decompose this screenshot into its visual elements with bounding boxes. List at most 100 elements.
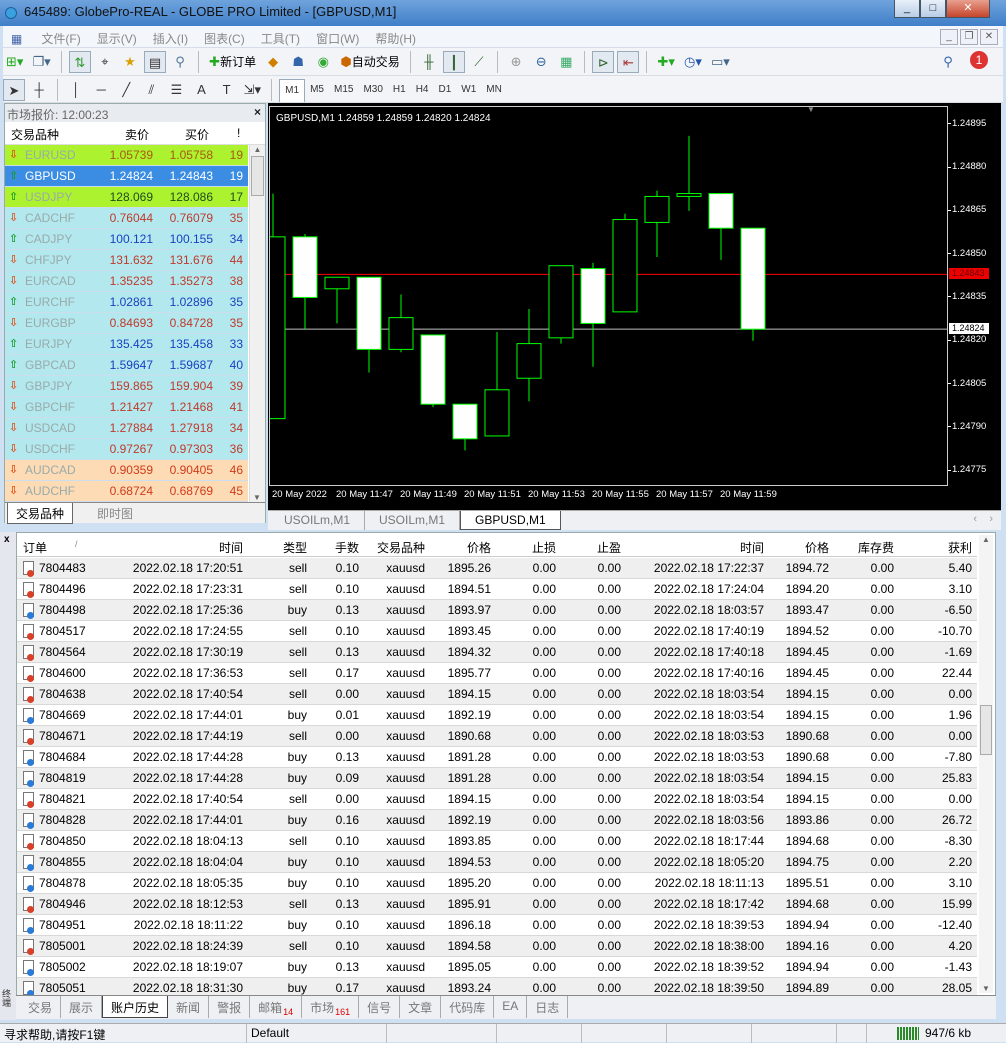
chart-shift-marker-icon[interactable]: ▼ [807,105,815,114]
arrows-icon[interactable]: ⇲▾ [243,82,262,97]
period-w1[interactable]: W1 [461,84,477,95]
new-chart-icon[interactable]: ⊞▾ [6,54,24,69]
terminal-close-icon[interactable]: x [4,534,10,545]
strategy-tester-icon[interactable]: ⚲ [175,54,185,69]
terminal-tab[interactable]: EA [494,996,528,1018]
history-row[interactable]: 7805002 2022.02.18 18:19:07 buy 0.13 xauusd 1… [17,957,977,978]
scroll-left-icon[interactable]: ‹ [973,513,977,525]
period-h4[interactable]: H4 [415,84,429,95]
mdi-restore-button[interactable]: ❐ [960,29,978,45]
period-m5[interactable]: M5 [310,84,324,95]
history-row[interactable]: 7804483 2022.02.18 17:20:51 sell 0.10 xauusd… [17,558,977,579]
history-row[interactable]: 7804638 2022.02.18 17:40:54 sell 0.00 xauusd… [17,684,977,705]
history-row[interactable]: 7804496 2022.02.18 17:23:31 sell 0.10 xauusd… [17,579,977,600]
column-close-time[interactable]: 时间 [739,541,764,555]
scroll-right-icon[interactable]: › [989,513,993,525]
chart-shift-icon[interactable]: ⇤ [617,51,640,73]
column-tp[interactable]: 止盈 [596,541,621,555]
market-watch-row[interactable]: ⇧ GBPCAD 1.59647 1.59687 40 [5,355,248,376]
mdi-chart-icon[interactable]: ▦ [11,32,23,46]
column-type[interactable]: 类型 [282,541,307,555]
column-order[interactable]: 订单 [23,541,48,555]
tile-windows-icon[interactable]: ▦ [560,54,573,69]
signals-icon[interactable]: ☗ [292,54,305,69]
column-symbol[interactable]: 交易品种 [11,128,60,142]
menu-item-2[interactable]: 插入(I) [152,32,189,46]
history-row[interactable]: 7804819 2022.02.18 17:44:28 buy 0.09 xauusd 1… [17,768,977,789]
terminal-tab[interactable]: 交易 [20,996,62,1018]
column-profit[interactable]: 获利 [947,541,972,555]
market-watch-row[interactable]: ⇧ CADJPY 100.121 100.155 34 [5,229,248,250]
column-bid[interactable]: 卖价 [125,128,150,142]
history-row[interactable]: 7804855 2022.02.18 18:04:04 buy 0.10 xauusd 1… [17,852,977,873]
period-h1[interactable]: H1 [392,84,406,95]
column-symbol[interactable]: 交易品种 [376,541,425,555]
notification-badge[interactable]: 1 [970,51,988,69]
history-row[interactable]: 7804878 2022.02.18 18:05:35 buy 0.10 xauusd 1… [17,873,977,894]
navigator-icon[interactable]: ★ [124,54,136,69]
menu-item-5[interactable]: 窗口(W) [316,32,360,46]
column-lots[interactable]: 手数 [334,541,359,555]
terminal-tab[interactable]: 警报 [209,996,251,1018]
column-ask[interactable]: 买价 [185,128,210,142]
terminal-icon[interactable]: ▤ [143,51,166,73]
market-watch-row[interactable]: ⇩ USDCHF 0.97267 0.97303 36 [5,439,248,460]
menu-item-6[interactable]: 帮助(H) [375,32,417,46]
history-row[interactable]: 7804669 2022.02.18 17:44:01 buy 0.01 xauusd 1… [17,705,977,726]
horizontal-line-icon[interactable]: ─ [96,82,106,97]
market-watch-row[interactable]: ⇧ EURCHF 1.02861 1.02896 35 [5,292,248,313]
chart-tab[interactable]: USOILm,M1 [365,511,461,530]
market-watch-icon[interactable]: ⇅ [68,51,91,73]
chart-tab[interactable]: USOILm,M1 [270,511,366,530]
terminal-tab[interactable]: 市场161 [302,996,360,1018]
tab-symbols[interactable]: 交易品种 [7,503,74,524]
history-row[interactable]: 7804951 2022.02.18 18:11:22 buy 0.10 xauusd 1… [17,915,977,936]
periods-icon[interactable]: ◷▾ [684,54,702,69]
market-icon[interactable]: ◉ [317,54,329,69]
market-watch-row[interactable]: ⇩ USDCAD 1.27884 1.27918 34 [5,418,248,439]
profiles-icon[interactable]: ❐▾ [32,54,51,69]
bar-chart-icon[interactable]: ╫ [424,54,434,69]
close-icon[interactable]: × [253,105,261,119]
metaeditor-icon[interactable]: ◆ [268,54,279,69]
terminal-tab[interactable]: 文章 [400,996,442,1018]
maximize-button[interactable]: □ [920,0,946,18]
terminal-tab[interactable]: 账户历史 [102,996,169,1018]
history-row[interactable]: 7804684 2022.02.18 17:44:28 buy 0.13 xauusd 1… [17,747,977,768]
terminal-tab[interactable]: 新闻 [168,996,210,1018]
text-icon[interactable]: A [197,82,206,97]
menu-item-3[interactable]: 图表(C) [204,32,245,46]
text-label-icon[interactable]: T [222,82,231,97]
terminal-tab[interactable]: 日志 [527,996,569,1018]
history-row[interactable]: 7804600 2022.02.18 17:36:53 sell 0.17 xauusd… [17,663,977,684]
market-watch-row[interactable]: ⇩ CADCHF 0.76044 0.76079 35 [5,208,248,229]
menu-item-4[interactable]: 工具(T) [260,32,301,46]
terminal-tab[interactable]: 邮箱14 [250,996,303,1018]
history-row[interactable]: 7805001 2022.02.18 18:24:39 sell 0.10 xauusd… [17,936,977,957]
history-row[interactable]: 7804564 2022.02.18 17:30:19 sell 0.13 xauusd… [17,642,977,663]
templates-icon[interactable]: ▭▾ [710,54,730,69]
history-row[interactable]: 7804517 2022.02.18 17:24:55 sell 0.10 xauusd… [17,621,977,642]
column-close-price[interactable]: 价格 [804,541,829,555]
cursor-icon[interactable]: ➤ [3,79,25,101]
equidistant-channel-icon[interactable]: ⫽ [148,82,155,97]
crosshair-icon[interactable]: ┼ [34,82,44,97]
market-watch-row[interactable]: ⇧ EURJPY 135.425 135.458 33 [5,334,248,355]
history-row[interactable]: 7805051 2022.02.18 18:31:30 buy 0.17 xauusd 1… [17,978,977,995]
period-m1[interactable]: M1 [279,79,306,102]
data-window-icon[interactable]: ⌖ [101,54,109,69]
history-row[interactable]: 7804828 2022.02.18 17:44:01 buy 0.16 xauusd 1… [17,810,977,831]
zoom-in-icon[interactable]: ⊕ [510,54,522,69]
market-watch-row[interactable]: ⇧ USDJPY 128.069 128.086 17 [5,187,248,208]
trendline-icon[interactable]: ╱ [122,82,131,97]
column-open-time[interactable]: 时间 [218,541,243,555]
period-m30[interactable]: M30 [363,84,383,95]
menu-item-1[interactable]: 显示(V) [96,32,137,46]
menu-item-0[interactable]: 文件(F) [41,32,81,46]
terminal-tab[interactable]: 代码库 [441,996,495,1018]
auto-scroll-icon[interactable]: ⊳ [592,51,615,73]
history-row[interactable]: 7804671 2022.02.18 17:44:19 sell 0.00 xauusd… [17,726,977,747]
market-watch-row[interactable]: ⇩ EURGBP 0.84693 0.84728 35 [5,313,248,334]
period-d1[interactable]: D1 [438,84,452,95]
auto-trading-button[interactable]: ⬢自动交易 [340,54,400,69]
